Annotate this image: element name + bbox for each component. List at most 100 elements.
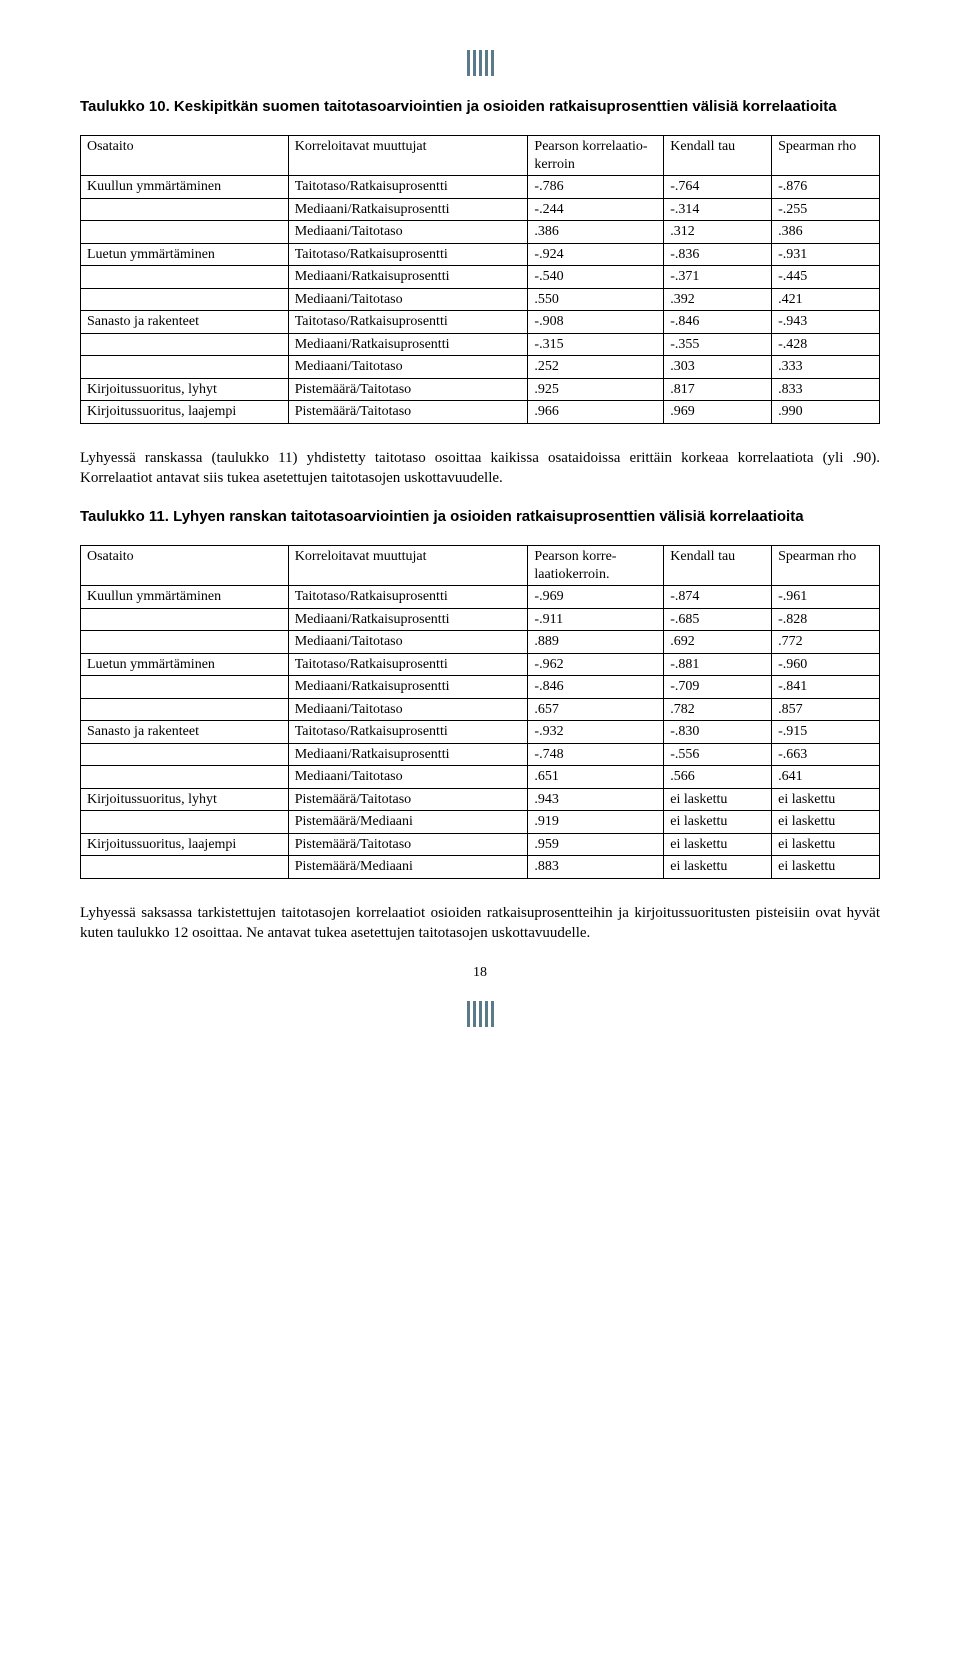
- table-header-row: Osataito Korreloitavat muuttujat Pearson…: [81, 136, 880, 176]
- cell: Mediaani/Ratkaisuprosentti: [288, 608, 528, 631]
- table-11: Osataito Korreloitavat muuttujat Pearson…: [80, 545, 880, 879]
- cell: Luetun ymmärtäminen: [81, 653, 289, 676]
- deco-bar: [479, 50, 482, 76]
- table-row: Mediaani/Ratkaisuprosentti-.846-.709-.84…: [81, 676, 880, 699]
- cell: -.931: [772, 243, 880, 266]
- cell: .889: [528, 631, 664, 654]
- cell: .959: [528, 833, 664, 856]
- header-cell: Pearson korrelaatio-kerroin: [528, 136, 664, 176]
- cell: Kirjoitussuoritus, laajempi: [81, 833, 289, 856]
- cell: [81, 631, 289, 654]
- cell: -.836: [664, 243, 772, 266]
- cell: .392: [664, 288, 772, 311]
- table-row: Mediaani/Taitotaso.657.782.857: [81, 698, 880, 721]
- cell: -.960: [772, 653, 880, 676]
- cell: -.355: [664, 333, 772, 356]
- table-row: Mediaani/Taitotaso.386.312.386: [81, 221, 880, 244]
- deco-bar: [491, 1001, 494, 1027]
- cell: Mediaani/Taitotaso: [288, 698, 528, 721]
- cell: -.962: [528, 653, 664, 676]
- cell: Kirjoitussuoritus, laajempi: [81, 401, 289, 424]
- cell: Taitotaso/Ratkaisuprosentti: [288, 176, 528, 199]
- cell: Taitotaso/Ratkaisuprosentti: [288, 586, 528, 609]
- cell: ei laskettu: [664, 856, 772, 879]
- table-header-row: Osataito Korreloitavat muuttujat Pearson…: [81, 546, 880, 586]
- cell: -.969: [528, 586, 664, 609]
- paragraph-2: Lyhyessä saksassa tarkistettujen taitota…: [80, 903, 880, 944]
- page: Taulukko 10. Keskipitkän suomen taitotas…: [0, 0, 960, 1087]
- cell: -.881: [664, 653, 772, 676]
- table-row: Mediaani/Taitotaso.889.692.772: [81, 631, 880, 654]
- cell: -.314: [664, 198, 772, 221]
- table-row: Sanasto ja rakenteetTaitotaso/Ratkaisupr…: [81, 721, 880, 744]
- table-row: Sanasto ja rakenteetTaitotaso/Ratkaisupr…: [81, 311, 880, 334]
- cell: -.830: [664, 721, 772, 744]
- cell: ei laskettu: [772, 788, 880, 811]
- cell: .333: [772, 356, 880, 379]
- cell: .651: [528, 766, 664, 789]
- header-cell: Kendall tau: [664, 546, 772, 586]
- cell: -.841: [772, 676, 880, 699]
- cell: .641: [772, 766, 880, 789]
- cell: Sanasto ja rakenteet: [81, 721, 289, 744]
- cell: .550: [528, 288, 664, 311]
- cell: [81, 698, 289, 721]
- cell: Pistemäärä/Taitotaso: [288, 788, 528, 811]
- cell: Pistemäärä/Taitotaso: [288, 378, 528, 401]
- cell: .925: [528, 378, 664, 401]
- cell: Kuullun ymmärtäminen: [81, 586, 289, 609]
- cell: Mediaani/Taitotaso: [288, 631, 528, 654]
- header-cell: Kendall tau: [664, 136, 772, 176]
- cell: [81, 608, 289, 631]
- header-cell: Pearson korre-laatiokerroin.: [528, 546, 664, 586]
- table-row: Mediaani/Taitotaso.550.392.421: [81, 288, 880, 311]
- cell: -.371: [664, 266, 772, 289]
- table-row: Mediaani/Ratkaisuprosentti-.315-.355-.42…: [81, 333, 880, 356]
- table-row: Mediaani/Taitotaso.651.566.641: [81, 766, 880, 789]
- table-row: Mediaani/Ratkaisuprosentti-.748-.556-.66…: [81, 743, 880, 766]
- deco-bar: [467, 1001, 470, 1027]
- table-row: Mediaani/Taitotaso.252.303.333: [81, 356, 880, 379]
- deco-bar: [473, 1001, 476, 1027]
- cell: ei laskettu: [772, 811, 880, 834]
- table-row: Mediaani/Ratkaisuprosentti-.911-.685-.82…: [81, 608, 880, 631]
- cell: -.315: [528, 333, 664, 356]
- cell: [81, 266, 289, 289]
- cell: .312: [664, 221, 772, 244]
- cell: Mediaani/Taitotaso: [288, 766, 528, 789]
- cell: -.908: [528, 311, 664, 334]
- cell: Taitotaso/Ratkaisuprosentti: [288, 653, 528, 676]
- header-cell: Korreloitavat muuttujat: [288, 546, 528, 586]
- cell: -.556: [664, 743, 772, 766]
- cell: .782: [664, 698, 772, 721]
- cell: -.915: [772, 721, 880, 744]
- cell: .252: [528, 356, 664, 379]
- table-row: Mediaani/Ratkaisuprosentti-.244-.314-.25…: [81, 198, 880, 221]
- cell: .919: [528, 811, 664, 834]
- cell: -.255: [772, 198, 880, 221]
- cell: -.911: [528, 608, 664, 631]
- table-row: Kirjoitussuoritus, lyhytPistemäärä/Taito…: [81, 788, 880, 811]
- table-row: Kuullun ymmärtäminenTaitotaso/Ratkaisupr…: [81, 586, 880, 609]
- cell: .990: [772, 401, 880, 424]
- header-cell: Osataito: [81, 136, 289, 176]
- cell: .943: [528, 788, 664, 811]
- cell: .692: [664, 631, 772, 654]
- cell: [81, 288, 289, 311]
- cell: .857: [772, 698, 880, 721]
- cell: .421: [772, 288, 880, 311]
- cell: -.764: [664, 176, 772, 199]
- cell: .657: [528, 698, 664, 721]
- cell: [81, 333, 289, 356]
- table-row: Pistemäärä/Mediaani.883ei laskettuei las…: [81, 856, 880, 879]
- paragraph-1: Lyhyessä ranskassa (taulukko 11) yhdiste…: [80, 448, 880, 489]
- header-cell: Korreloitavat muuttujat: [288, 136, 528, 176]
- cell: Pistemäärä/Mediaani: [288, 811, 528, 834]
- cell: -.663: [772, 743, 880, 766]
- cell: -.846: [528, 676, 664, 699]
- cell: .303: [664, 356, 772, 379]
- cell: Taitotaso/Ratkaisuprosentti: [288, 721, 528, 744]
- cell: .772: [772, 631, 880, 654]
- cell: [81, 766, 289, 789]
- table-row: Kirjoitussuoritus, laajempiPistemäärä/Ta…: [81, 833, 880, 856]
